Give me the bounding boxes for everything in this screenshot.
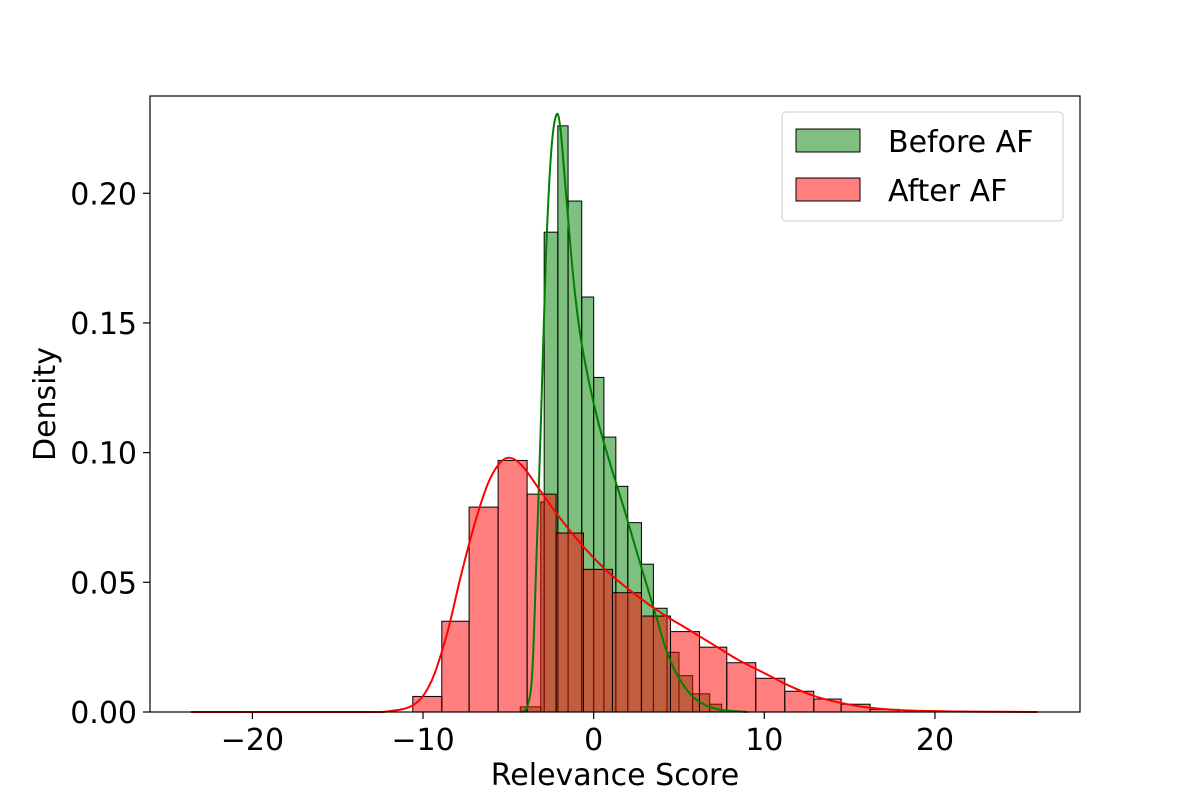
- bar-after-af-3: [497, 459, 528, 713]
- kde-line-before-af: [519, 112, 748, 713]
- y-axis: 0.00 0.05 0.10 0.15 0.20: [70, 177, 150, 731]
- bar-after-af-5: [555, 532, 584, 713]
- x-tick-label: 20: [916, 723, 954, 758]
- x-tick-label: −20: [221, 723, 284, 758]
- legend-label-after-af: After AF: [888, 174, 1007, 209]
- kde-line-after-af: [190, 456, 1038, 714]
- x-tick-label: 0: [584, 723, 603, 758]
- legend-swatch-after-af: [795, 177, 861, 202]
- legend: Before AF After AF: [781, 111, 1064, 222]
- bar-after-af-12: [755, 677, 786, 713]
- bar-after-af-7: [611, 592, 642, 713]
- bar-after-af-8: [640, 615, 671, 713]
- bar-after-af-11: [726, 662, 757, 713]
- x-tick-label: 10: [745, 723, 783, 758]
- y-tick-label: 0.05: [70, 566, 137, 601]
- y-tick-label: 0.20: [70, 177, 137, 212]
- bar-after-af-0: [412, 695, 443, 713]
- kde-layer: [190, 112, 1038, 714]
- bar-after-af-6: [582, 568, 613, 713]
- legend-label-before-af: Before AF: [888, 125, 1033, 160]
- y-tick-label: 0.15: [70, 307, 137, 342]
- x-tick-label: −10: [391, 723, 454, 758]
- bar-after-af-14: [813, 698, 842, 713]
- legend-swatch-before-af: [795, 128, 861, 153]
- y-tick-label: 0.00: [70, 696, 137, 731]
- y-tick-label: 0.10: [70, 437, 137, 472]
- x-axis-title: Relevance Score: [491, 758, 739, 793]
- x-axis: −20 −10 0 10 20: [221, 712, 954, 758]
- y-axis-title: Density: [28, 347, 63, 461]
- bar-after-af-10: [698, 646, 728, 713]
- plot-frame: [149, 95, 1081, 713]
- bar-after-af-2: [468, 506, 499, 713]
